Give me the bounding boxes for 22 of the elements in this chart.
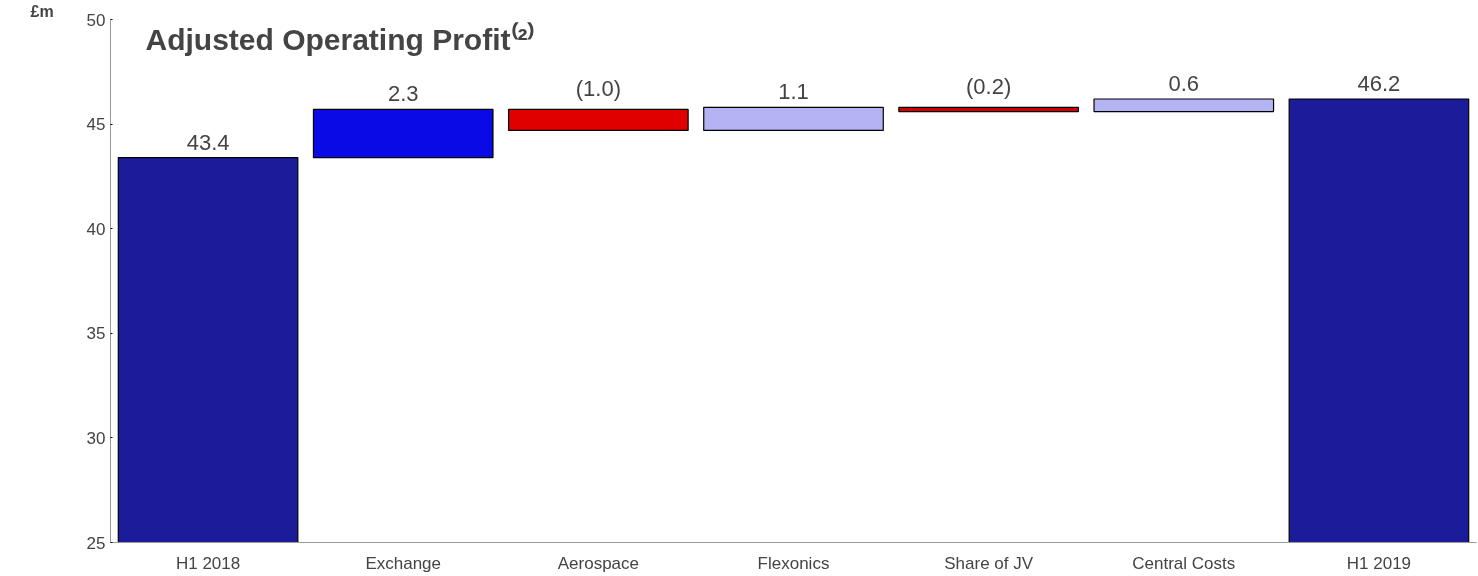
data-label: 43.4 (186, 129, 230, 155)
x-tick-label: H1 2018 (175, 553, 241, 573)
y-tick-label: 45 (86, 115, 106, 135)
x-tick-label: Exchange (365, 553, 442, 573)
data-label: 46.2 (1357, 71, 1401, 96)
data-label: 2.3 (387, 81, 419, 107)
data-label: 1.1 (778, 79, 809, 105)
y-axis-title: £m (30, 2, 54, 20)
data-label: 0.6 (1168, 71, 1200, 96)
x-tick-label: Aerospace (557, 553, 639, 573)
data-label: (1.0) (575, 76, 621, 102)
x-tick-label: H1 2019 (1346, 553, 1412, 573)
y-tick-label: 30 (86, 428, 106, 448)
x-tick-label: Share of JV (944, 553, 1034, 573)
x-tick-label: Flexonics (757, 553, 830, 573)
y-tick-label: 25 (86, 533, 106, 553)
y-tick-label: 40 (86, 219, 106, 239)
x-tick-label: Central Costs (1132, 553, 1236, 573)
y-tick-label: 50 (86, 10, 106, 30)
data-label: (0.2) (966, 74, 1012, 100)
y-tick-label: 35 (86, 324, 106, 344)
chart-title: Adjusted Operating Profit⁽²⁾ (145, 21, 535, 56)
